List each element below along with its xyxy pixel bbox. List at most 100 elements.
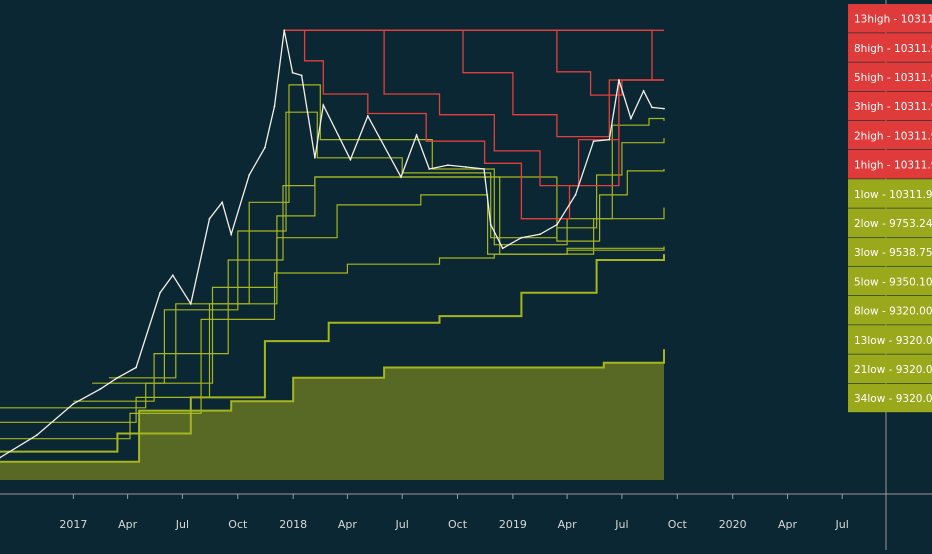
level-badge-low[interactable]: 3low - 9538.75 xyxy=(848,237,932,267)
x-tick-label: Oct xyxy=(668,518,688,531)
level-badge-high[interactable]: 8high - 10311.93 xyxy=(848,33,932,62)
price-point xyxy=(483,168,485,170)
level-badge-label: 8high - 10311.93 xyxy=(854,43,932,55)
level-badge-bg xyxy=(848,150,932,179)
x-tick-label: Jul xyxy=(614,518,628,531)
level-badge-label: 5high - 10311.93 xyxy=(854,72,932,84)
level-badge-bg xyxy=(848,91,932,121)
low-line-4 xyxy=(0,176,665,409)
price-point xyxy=(291,71,294,74)
x-tick-label: 2019 xyxy=(499,518,527,531)
price-point xyxy=(0,456,1,459)
high-lines-layer xyxy=(284,29,664,220)
price-point xyxy=(72,402,75,405)
level-badge-low[interactable]: 8low - 9320.00 xyxy=(848,296,932,325)
level-badge-low[interactable]: 34low - 9320.00 xyxy=(848,383,932,413)
x-tick-label: 2020 xyxy=(719,518,747,531)
level-badge-high[interactable]: 5high - 10311.93 xyxy=(848,62,932,91)
price-point xyxy=(314,156,316,159)
x-tick-label: Oct xyxy=(228,518,248,531)
price-point xyxy=(539,233,541,236)
price-point xyxy=(501,247,504,250)
level-badge-bg xyxy=(848,296,932,325)
level-badge-label: 2high - 10311.93 xyxy=(854,130,932,142)
price-point xyxy=(556,223,558,226)
price-point xyxy=(630,117,632,120)
low-line-5 xyxy=(73,169,665,402)
price-scale[interactable]: 13high - 10311.93 8high - 10311.93 5high -… xyxy=(848,4,932,413)
level-badge-low[interactable]: 5low - 9350.10 xyxy=(848,266,932,296)
price-point xyxy=(171,274,174,277)
level-badge-bg xyxy=(848,354,932,383)
level-badge-label: 13high - 10311.93 xyxy=(854,14,932,26)
price-point xyxy=(349,158,352,161)
level-badge-bg xyxy=(848,62,932,91)
x-tick-label: Apr xyxy=(118,518,138,531)
level-badge-label: 1low - 10311.93 xyxy=(854,189,932,201)
x-tick-label: 2017 xyxy=(59,518,87,531)
high-line-3 xyxy=(284,29,664,138)
x-tick-label: Jul xyxy=(395,518,409,531)
high-line-5 xyxy=(284,29,664,220)
price-point xyxy=(135,366,138,369)
level-badge-bg xyxy=(848,266,932,296)
price-point xyxy=(248,174,251,176)
x-tick-label: Apr xyxy=(558,518,578,531)
level-badge-high[interactable]: 2high - 10311.93 xyxy=(848,120,932,150)
low-line-0 xyxy=(0,349,665,463)
price-point xyxy=(663,107,665,110)
level-badge-bg xyxy=(848,33,932,62)
price-point xyxy=(35,434,38,437)
level-badge-label: 5low - 9350.10 xyxy=(854,276,932,288)
x-tick-label: Apr xyxy=(778,518,798,531)
level-badge-label: 13low - 9320.00 xyxy=(854,335,932,347)
x-tick-label: Oct xyxy=(448,518,468,531)
level-badge-label: 3low - 9538.75 xyxy=(854,247,932,259)
price-point xyxy=(189,302,192,305)
x-tick-label: Jul xyxy=(175,518,189,531)
level-badge-bg xyxy=(848,383,932,413)
price-point xyxy=(574,194,577,196)
price-point xyxy=(208,217,211,220)
level-badge-label: 1high - 10311.93 xyxy=(854,160,932,172)
low-line-3 xyxy=(0,194,665,423)
level-badge-low[interactable]: 1low - 10311.93 xyxy=(848,179,932,208)
price-point xyxy=(116,376,119,379)
level-badge-label: 3high - 10311.93 xyxy=(854,101,932,113)
x-tick-label: Jul xyxy=(835,518,849,531)
price-point xyxy=(230,233,233,236)
level-badge-bg xyxy=(848,120,932,150)
level-badge-low[interactable]: 13low - 9320.00 xyxy=(848,325,932,354)
price-point xyxy=(283,29,286,32)
high-line-2 xyxy=(284,29,664,96)
price-point xyxy=(264,146,266,149)
price-point xyxy=(300,74,303,77)
level-badge-low[interactable]: 2low - 9753.24 xyxy=(848,208,932,237)
level-badge-bg xyxy=(848,208,932,237)
level-badge-high[interactable]: 3high - 10311.93 xyxy=(848,91,932,121)
level-badge-high[interactable]: 13high - 10311.93 xyxy=(848,4,932,33)
low-line-1 xyxy=(0,254,665,453)
price-point xyxy=(642,90,645,92)
x-tick-label: Apr xyxy=(338,518,358,531)
price-point xyxy=(221,201,224,204)
price-point xyxy=(608,138,611,141)
price-point xyxy=(592,140,595,143)
price-point xyxy=(322,104,325,106)
x-tick-label: 2018 xyxy=(279,518,307,531)
level-badge-high[interactable]: 1high - 10311.93 xyxy=(848,150,932,179)
low-lines-layer xyxy=(0,84,665,463)
level-badge-label: 34low - 9320.00 xyxy=(854,393,932,405)
price-point xyxy=(159,291,162,294)
price-point xyxy=(273,105,276,108)
price-point xyxy=(400,176,402,178)
level-badge-label: 8low - 9320.00 xyxy=(854,306,932,318)
level-badge-bg xyxy=(848,179,932,208)
level-badge-label: 21low - 9320.00 xyxy=(854,364,932,376)
price-point xyxy=(465,166,467,168)
price-point xyxy=(99,388,102,390)
level-badge-low[interactable]: 21low - 9320.00 xyxy=(848,354,932,383)
price-point xyxy=(651,106,653,109)
